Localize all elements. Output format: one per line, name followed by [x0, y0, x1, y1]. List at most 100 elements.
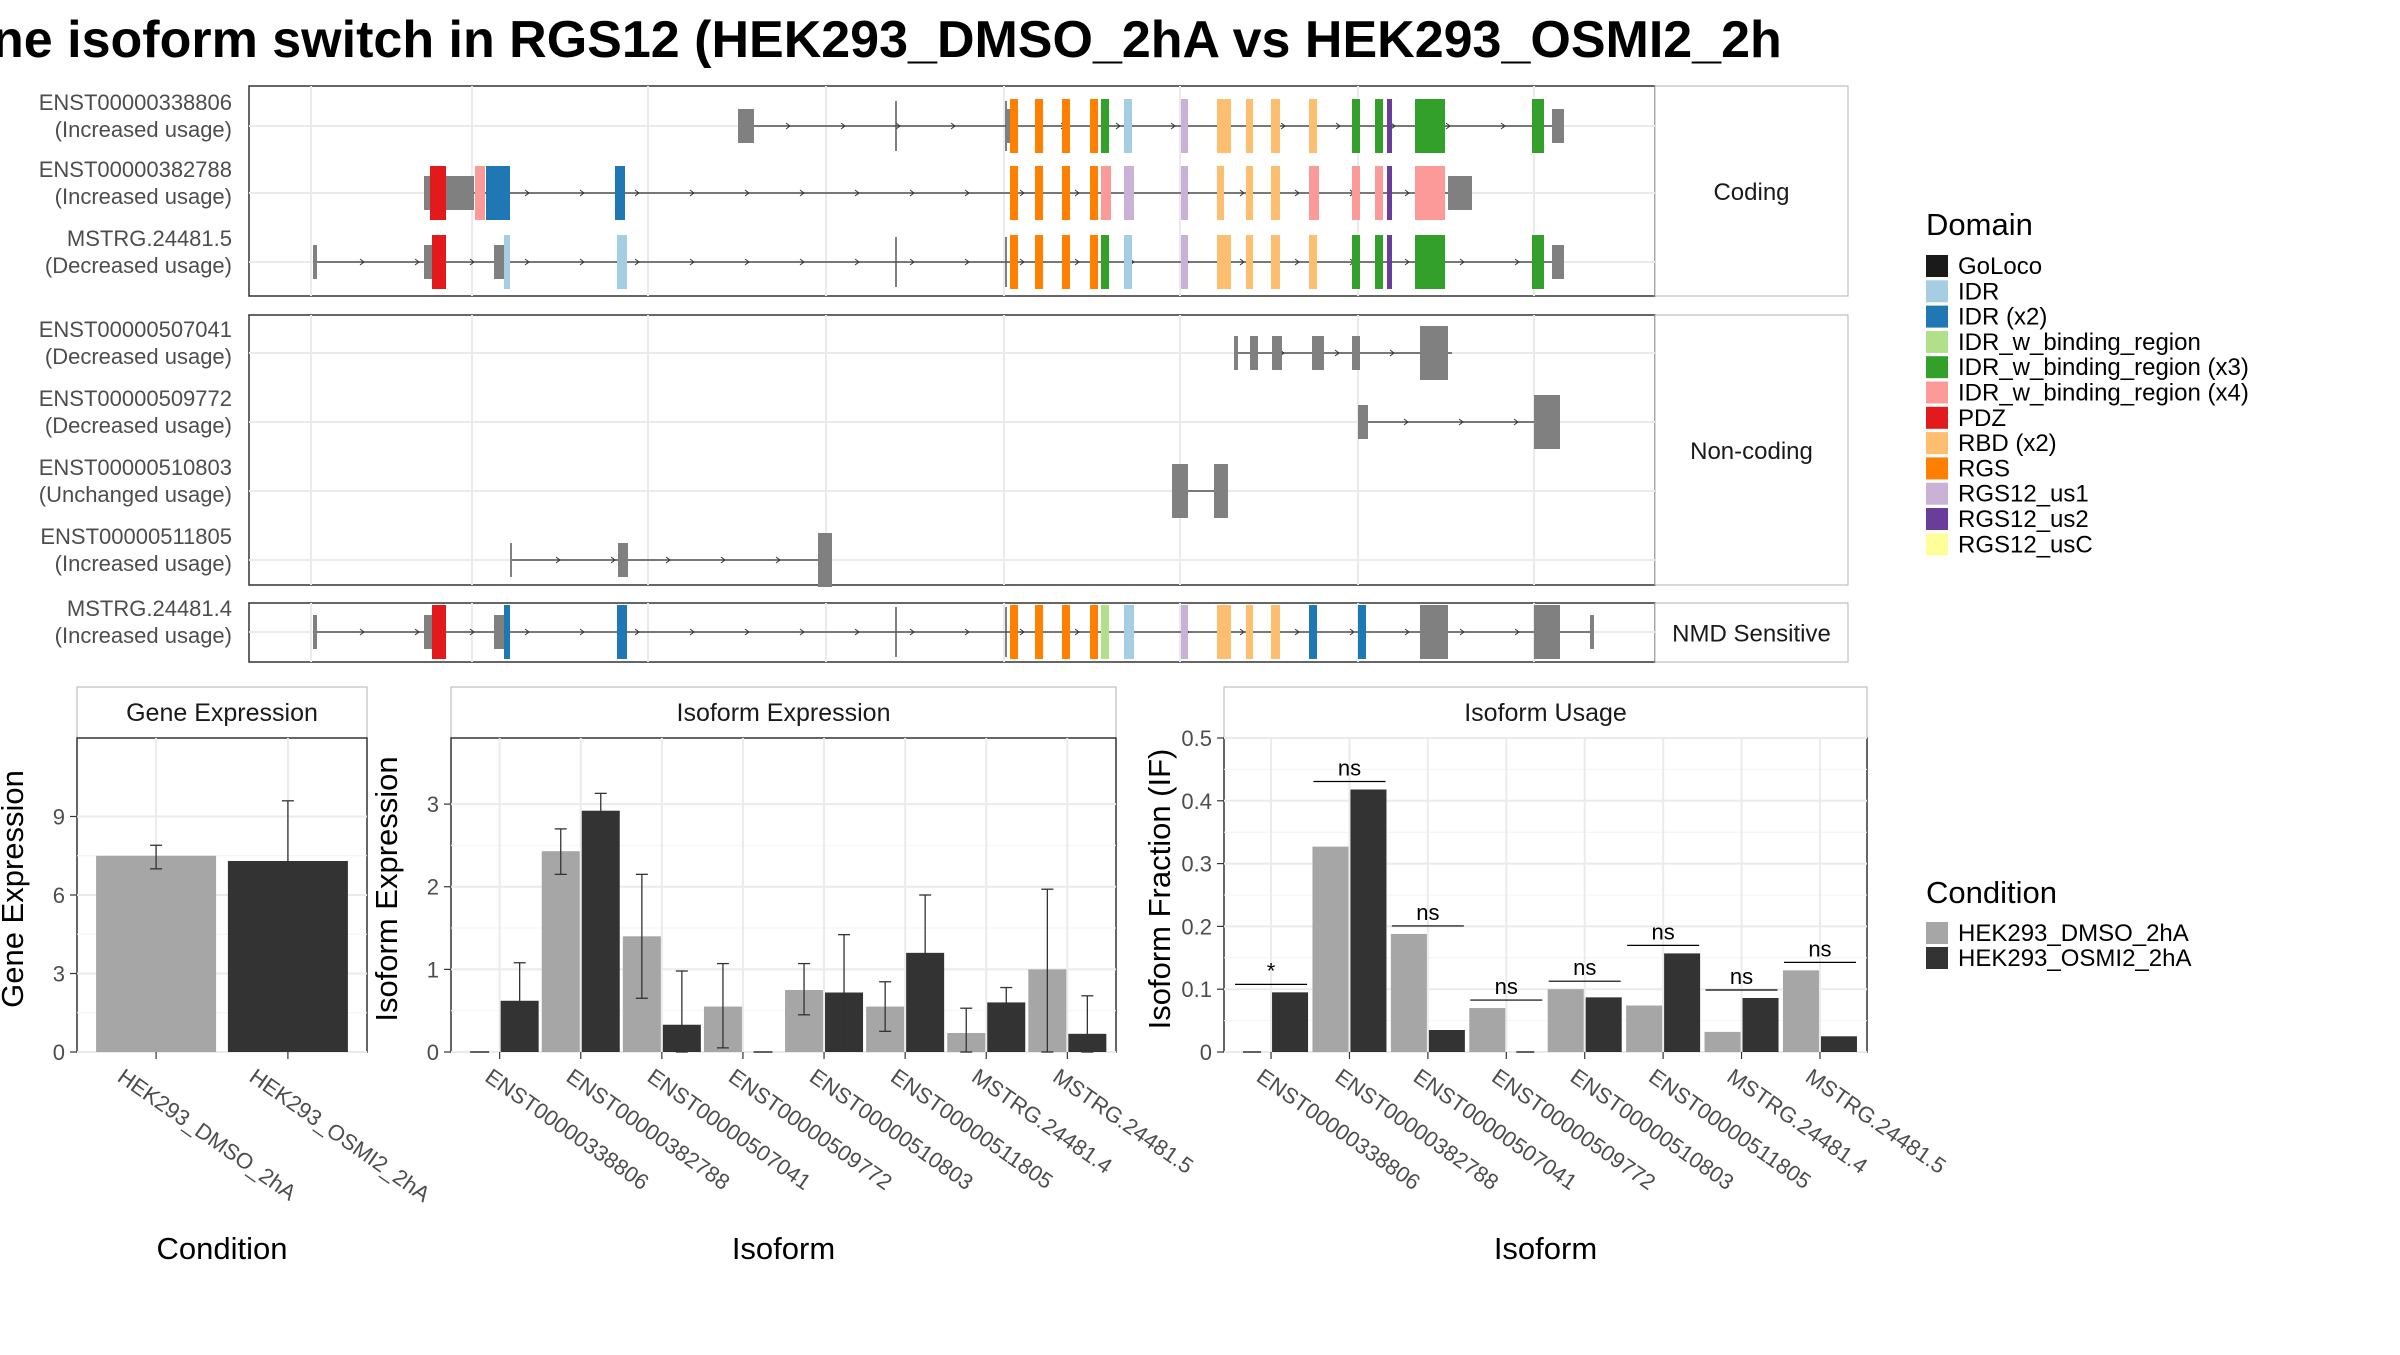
legend-swatch — [1926, 356, 1948, 379]
exon — [1420, 605, 1448, 659]
exon — [446, 176, 474, 210]
exon — [1172, 464, 1188, 518]
intron-arrow — [909, 628, 915, 636]
intron-arrow — [1404, 628, 1410, 636]
domain-exon — [1358, 605, 1366, 659]
domain-exon — [1375, 99, 1383, 153]
domain-exon — [432, 235, 446, 289]
exon — [1272, 336, 1282, 370]
y-tick-label: 0.5 — [1181, 726, 1212, 751]
bar — [1469, 1008, 1506, 1052]
domain-legend-item: RGS — [1926, 455, 2010, 482]
domain-exon — [496, 166, 510, 220]
intron-arrow — [689, 628, 695, 636]
transcript-id: MSTRG.24481.5 — [67, 226, 232, 251]
exon — [1552, 245, 1564, 279]
exon — [313, 245, 317, 279]
exon — [494, 245, 504, 279]
bar — [1820, 1036, 1857, 1052]
intron-arrow — [1239, 628, 1245, 636]
domain-exon — [1271, 166, 1280, 220]
domain-exon — [1124, 166, 1134, 220]
domain-exon — [1010, 235, 1018, 289]
intron-arrow — [634, 258, 640, 266]
bar — [96, 855, 217, 1052]
domain-exon — [1101, 166, 1111, 220]
intron-arrow — [785, 122, 791, 130]
transcript-row: MSTRG.24481.4(Increased usage) — [55, 596, 1655, 659]
intron-arrow — [689, 258, 695, 266]
exon — [738, 109, 754, 143]
domain-exon — [1271, 605, 1280, 659]
intron-arrow — [1294, 189, 1300, 197]
domain-exon — [1035, 166, 1043, 220]
exon — [618, 543, 628, 577]
domain-exon — [1415, 235, 1445, 289]
intron-arrow — [524, 628, 530, 636]
transcript-row: ENST00000509772(Decreased usage) — [39, 386, 1655, 449]
intron-arrow — [895, 122, 901, 130]
bar — [1782, 970, 1819, 1052]
exon — [1250, 336, 1258, 370]
legend-swatch — [1926, 406, 1948, 429]
intron-arrow — [964, 189, 970, 197]
facet-label: Coding — [1713, 179, 1789, 206]
intron-arrow — [854, 628, 860, 636]
y-axis-title: Isoform Expression — [369, 756, 404, 1021]
intron-arrow — [1403, 418, 1409, 426]
significance-label: ns — [1730, 964, 1753, 989]
transcript-usage: (Increased usage) — [55, 117, 232, 142]
domain-legend-item: IDR (x2) — [1926, 304, 2047, 331]
bar — [1428, 1030, 1465, 1052]
domain-exon — [1101, 605, 1109, 659]
legend-swatch — [1926, 947, 1948, 969]
exon — [1534, 605, 1560, 659]
domain-exon — [432, 605, 446, 659]
x-tick-label: MSTRG.24481.5 — [1801, 1064, 1951, 1179]
domain-exon — [615, 166, 625, 220]
intron-arrow — [799, 628, 805, 636]
exon — [1420, 326, 1448, 380]
y-axis-title: Gene Expression — [0, 770, 30, 1008]
intron-arrow — [1514, 258, 1520, 266]
intron-arrow — [1170, 122, 1176, 130]
intron-arrow — [1404, 258, 1410, 266]
transcript-id: ENST00000510803 — [39, 455, 232, 480]
domain-exon — [1224, 605, 1231, 659]
legend-label: PDZ — [1958, 405, 2006, 432]
exon — [1534, 395, 1560, 449]
transcript-usage: (Increased usage) — [55, 623, 232, 648]
domain-exon — [1352, 235, 1360, 289]
significance-label: ns — [1416, 900, 1439, 925]
domain-exon — [1224, 235, 1231, 289]
intron-arrow — [744, 189, 750, 197]
transcript-usage: (Decreased usage) — [45, 253, 232, 278]
transcript-id: ENST00000338806 — [39, 90, 232, 115]
domain-exon — [1375, 235, 1383, 289]
y-tick-label: 0.3 — [1181, 852, 1212, 877]
intron-arrow — [414, 628, 420, 636]
panel-strip — [450, 686, 1117, 739]
intron-arrow — [469, 628, 475, 636]
intron-arrow — [524, 189, 530, 197]
bar — [1312, 846, 1349, 1052]
domain-legend-item: GoLoco — [1926, 253, 2042, 280]
domain-exon — [504, 605, 510, 659]
structure-panel-nmd-sensitive: NMD Sensitive MSTRG.24481.4(Increased usa… — [55, 596, 1849, 663]
transcript-row: ENST00000507041(Decreased usage) — [39, 317, 1655, 380]
panel-strip — [76, 686, 368, 739]
legend-label: RGS12_us2 — [1958, 506, 2089, 533]
domain-exon — [1181, 99, 1188, 153]
legend-swatch — [1926, 922, 1948, 944]
domain-exon — [1062, 166, 1070, 220]
facet-strip — [1654, 602, 1849, 663]
intron-arrow — [414, 258, 420, 266]
condition-legend-item: HEK293_OSMI2_2hA — [1926, 945, 2191, 972]
transcript-usage: (Increased usage) — [55, 551, 232, 576]
domain-exon — [1309, 605, 1317, 659]
domain-legend-item: RGS12_usC — [1926, 531, 2093, 558]
